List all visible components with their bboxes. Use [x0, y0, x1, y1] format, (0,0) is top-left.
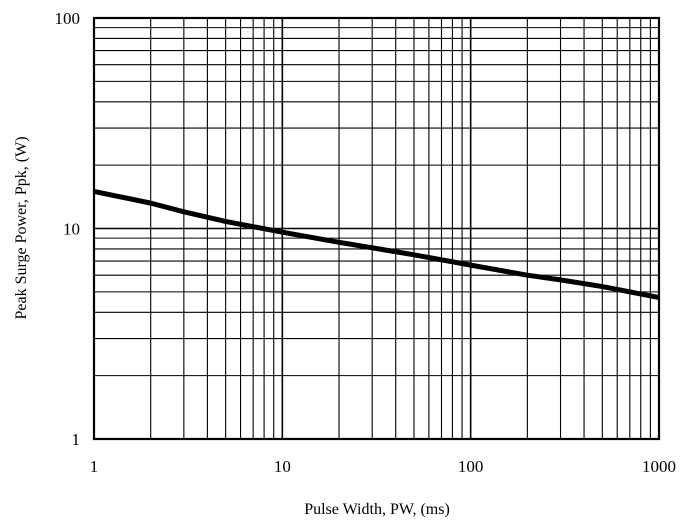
- y-axis-title: Peak Surge Power, Ppk, (W): [13, 136, 30, 319]
- x-tick-label: 100: [458, 457, 484, 476]
- grid: [94, 18, 659, 439]
- tick-labels: 1 10 100 1000 1 10 100: [55, 9, 677, 476]
- x-tick-label: 1000: [642, 457, 676, 476]
- series-line-1: [93, 188, 660, 300]
- x-tick-label: 1: [90, 457, 99, 476]
- y-tick-label: 100: [55, 9, 81, 28]
- y-tick-label: 1: [72, 430, 81, 449]
- plot-border: [92, 16, 661, 441]
- series-layer: [93, 188, 660, 300]
- y-tick-label: 10: [63, 220, 80, 239]
- plot-frame: [92, 16, 661, 441]
- x-tick-label: 10: [274, 457, 291, 476]
- x-axis-title: Pulse Width, PW, (ms): [304, 501, 450, 518]
